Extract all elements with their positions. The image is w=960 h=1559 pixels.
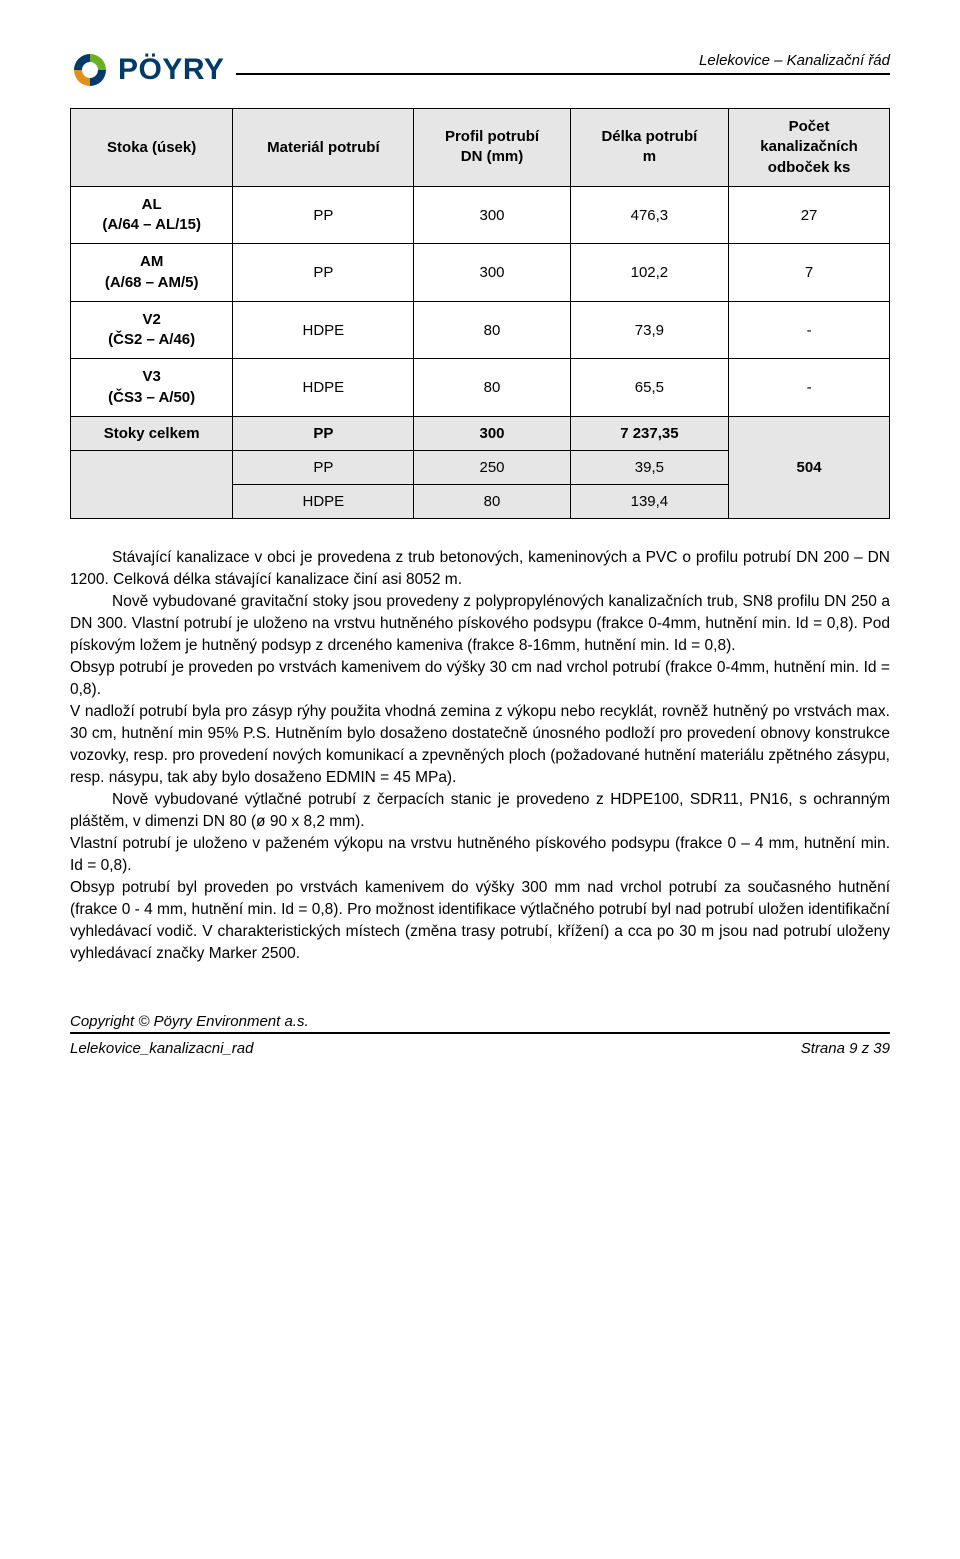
footer-rule — [70, 1032, 890, 1034]
col-material: Materiál potrubí — [233, 109, 414, 187]
table-row: V2(ČS2 – A/46) HDPE 80 73,9 - — [71, 301, 890, 359]
cell: HDPE — [233, 301, 414, 359]
paragraph: Nově vybudované výtlačné potrubí z čerpa… — [70, 789, 890, 833]
cell: PP — [233, 450, 414, 484]
table-row: V3(ČS3 – A/50) HDPE 80 65,5 - — [71, 359, 890, 417]
page-header: PÖYRY Lelekovice – Kanalizační řád — [70, 50, 890, 90]
cell: 27 — [729, 186, 890, 244]
footer-left: Lelekovice_kanalizacni_rad — [70, 1040, 253, 1057]
pipe-table: Stoka (úsek) Materiál potrubí Profil pot… — [70, 108, 890, 519]
cell: PP — [233, 186, 414, 244]
cell: V3(ČS3 – A/50) — [108, 368, 195, 405]
cell: 102,2 — [570, 244, 729, 302]
cell: 80 — [414, 359, 570, 417]
cell: 300 — [414, 416, 570, 450]
paragraph: Vlastní potrubí je uloženo v paženém výk… — [70, 833, 890, 877]
page-footer: Copyright © Pöyry Environment a.s. Lelek… — [70, 1013, 890, 1057]
doc-title: Lelekovice – Kanalizační řád — [236, 52, 890, 69]
table-row-totals: Stoky celkem PP 300 7 237,35 504 — [71, 416, 890, 450]
cell: HDPE — [233, 484, 414, 518]
cell: 7 — [729, 244, 890, 302]
cell: AL(A/64 – AL/15) — [102, 196, 201, 233]
paragraph: Nově vybudované gravitační stoky jsou pr… — [70, 591, 890, 657]
logo: PÖYRY — [70, 50, 224, 90]
footer-right: Strana 9 z 39 — [801, 1040, 890, 1057]
logo-icon — [70, 50, 110, 90]
cell: 65,5 — [570, 359, 729, 417]
col-profil: Profil potrubíDN (mm) — [414, 109, 570, 187]
header-rule — [236, 73, 890, 75]
paragraph: Obsyp potrubí je proveden po vrstvách ka… — [70, 657, 890, 701]
cell: PP — [233, 244, 414, 302]
cell: AM(A/68 – AM/5) — [105, 253, 199, 290]
cell: 300 — [414, 186, 570, 244]
cell: 80 — [414, 301, 570, 359]
logo-text: PÖYRY — [118, 53, 224, 87]
cell: - — [729, 301, 890, 359]
paragraph: Stávající kanalizace v obci je provedena… — [70, 547, 890, 591]
cell: 39,5 — [570, 450, 729, 484]
cell: HDPE — [233, 359, 414, 417]
footer-copyright: Copyright © Pöyry Environment a.s. — [70, 1013, 890, 1030]
col-delka: Délka potrubím — [570, 109, 729, 187]
cell: 73,9 — [570, 301, 729, 359]
cell: 300 — [414, 244, 570, 302]
paragraph: Obsyp potrubí byl proveden po vrstvách k… — [70, 877, 890, 965]
cell: 80 — [414, 484, 570, 518]
cell: Stoky celkem — [71, 416, 233, 450]
cell: 504 — [729, 416, 890, 518]
paragraph: V nadloží potrubí byla pro zásyp rýhy po… — [70, 701, 890, 789]
cell: 476,3 — [570, 186, 729, 244]
cell: - — [729, 359, 890, 417]
cell: 7 237,35 — [570, 416, 729, 450]
col-pocet: Početkanalizačníchodboček ks — [729, 109, 890, 187]
cell: 139,4 — [570, 484, 729, 518]
table-row: AM(A/68 – AM/5) PP 300 102,2 7 — [71, 244, 890, 302]
body-text: Stávající kanalizace v obci je provedena… — [70, 547, 890, 965]
cell: 250 — [414, 450, 570, 484]
col-stoka: Stoka (úsek) — [71, 109, 233, 187]
cell: PP — [233, 416, 414, 450]
table-row: AL(A/64 – AL/15) PP 300 476,3 27 — [71, 186, 890, 244]
cell: V2(ČS2 – A/46) — [108, 311, 195, 348]
cell-empty — [71, 450, 233, 518]
